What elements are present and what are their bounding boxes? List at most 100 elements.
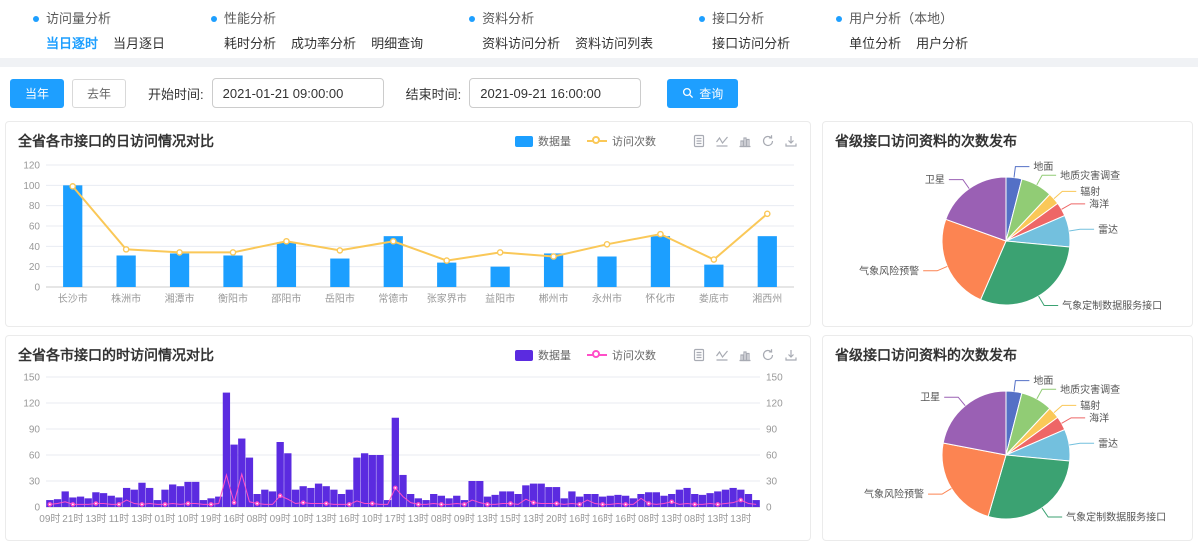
- bullet-icon: [211, 16, 218, 22]
- svg-text:80: 80: [29, 201, 41, 212]
- legend-item-data-volume[interactable]: 数据量: [515, 133, 571, 149]
- svg-text:海洋: 海洋: [1089, 411, 1109, 424]
- nav-item-user-analysis[interactable]: 用户分析: [916, 36, 969, 51]
- svg-text:08时: 08时: [638, 513, 659, 525]
- line-chart-icon[interactable]: [715, 134, 729, 148]
- bar-chart-icon[interactable]: [738, 348, 752, 362]
- svg-text:60: 60: [29, 451, 41, 462]
- svg-text:60: 60: [29, 222, 41, 233]
- svg-text:雷达: 雷达: [1098, 438, 1118, 450]
- end-time-input[interactable]: [469, 78, 642, 108]
- svg-text:16时: 16时: [615, 513, 636, 525]
- svg-text:气象风险预警: 气象风险预警: [864, 488, 924, 501]
- chart-toolbox: [692, 348, 798, 362]
- svg-text:长沙市: 长沙市: [58, 292, 88, 305]
- bar-chart-icon[interactable]: [738, 134, 752, 148]
- svg-text:卫星: 卫星: [925, 174, 945, 186]
- svg-text:120: 120: [23, 161, 40, 172]
- top-navigation: 访问量分析 当日逐时 当月逐日 性能分析 耗时分析 成功率分析 明细查询 资料分…: [0, 0, 1198, 58]
- svg-text:16时: 16时: [339, 513, 360, 525]
- hourly-access-panel: 全省各市接口的时访问情况对比 数据量 访问次数: [5, 335, 811, 541]
- svg-text:气象定制数据服务接口: 气象定制数据服务接口: [1066, 511, 1166, 524]
- panel-title: 全省各市接口的时访问情况对比: [18, 347, 214, 363]
- svg-text:张家界市: 张家界市: [427, 292, 467, 305]
- svg-text:雷达: 雷达: [1098, 224, 1118, 236]
- refresh-icon[interactable]: [761, 348, 775, 362]
- svg-text:海洋: 海洋: [1089, 197, 1109, 210]
- svg-text:湘西州: 湘西州: [752, 292, 782, 305]
- legend-item-visit-count[interactable]: 访问次数: [587, 347, 656, 363]
- legend-item-data-volume[interactable]: 数据量: [515, 347, 571, 363]
- download-icon[interactable]: [784, 348, 798, 362]
- start-time-input[interactable]: [211, 78, 384, 108]
- refresh-icon[interactable]: [761, 134, 775, 148]
- svg-text:90: 90: [29, 425, 41, 436]
- svg-text:0: 0: [34, 503, 40, 514]
- nav-group-title: 资料分析: [482, 11, 535, 26]
- svg-text:120: 120: [23, 399, 40, 410]
- nav-item-month-daily[interactable]: 当月逐日: [113, 36, 166, 51]
- nav-item-time-cost[interactable]: 耗时分析: [224, 36, 277, 51]
- nav-group-title: 用户分析（本地）: [849, 11, 954, 26]
- svg-text:地质灾害调查: 地质灾害调查: [1060, 169, 1120, 182]
- svg-text:地面: 地面: [1033, 160, 1053, 173]
- svg-text:0: 0: [766, 503, 772, 514]
- svg-text:13时: 13时: [131, 513, 152, 525]
- svg-text:岳阳市: 岳阳市: [325, 292, 355, 305]
- svg-text:08时: 08时: [247, 513, 268, 525]
- nav-item-data-access-list[interactable]: 资料访问列表: [575, 36, 654, 51]
- svg-text:永州市: 永州市: [592, 292, 622, 305]
- nav-item-data-access-analysis[interactable]: 资料访问分析: [482, 36, 561, 51]
- svg-text:怀化市: 怀化市: [645, 292, 675, 305]
- last-year-button[interactable]: 去年: [72, 78, 127, 108]
- svg-text:16时: 16时: [592, 513, 613, 525]
- svg-text:气象定制数据服务接口: 气象定制数据服务接口: [1062, 299, 1162, 312]
- svg-text:地质灾害调查: 地质灾害调查: [1060, 383, 1120, 396]
- nav-item-today-hourly[interactable]: 当日逐时: [46, 36, 99, 51]
- nav-item-success-rate[interactable]: 成功率分析: [291, 36, 357, 51]
- svg-text:13时: 13时: [730, 513, 751, 525]
- svg-text:衡阳市: 衡阳市: [218, 292, 248, 305]
- svg-text:益阳市: 益阳市: [485, 292, 515, 305]
- daily-access-chart[interactable]: 0 20 40 60 80 100 120 长沙市 株洲市 湘潭市 衡阳市 邵阳市 岳阳市 常德市 张家界市…: [6, 153, 802, 321]
- svg-text:卫星: 卫星: [920, 392, 940, 404]
- nav-item-detail-query[interactable]: 明细查询: [371, 36, 424, 51]
- download-icon[interactable]: [784, 134, 798, 148]
- svg-text:19时: 19时: [201, 513, 222, 525]
- svg-text:16时: 16时: [569, 513, 590, 525]
- svg-text:辐射: 辐射: [1080, 399, 1100, 412]
- svg-text:16时: 16时: [224, 513, 245, 525]
- nav-group-interface: 接口分析 接口访问分析: [699, 10, 790, 52]
- bullet-icon: [836, 16, 843, 22]
- chart-legend: 数据量 访问次数: [515, 133, 656, 149]
- nav-item-interface-access-analysis[interactable]: 接口访问分析: [712, 36, 791, 51]
- svg-text:17时: 17时: [385, 513, 406, 525]
- svg-text:郴州市: 郴州市: [539, 292, 569, 305]
- svg-text:15时: 15时: [500, 513, 521, 525]
- svg-text:21时: 21时: [62, 513, 83, 525]
- svg-text:13时: 13时: [85, 513, 106, 525]
- svg-text:150: 150: [23, 373, 40, 384]
- svg-text:13时: 13时: [477, 513, 498, 525]
- svg-text:辐射: 辐射: [1080, 185, 1100, 198]
- nav-item-unit-analysis[interactable]: 单位分析: [849, 36, 902, 51]
- data-view-icon[interactable]: [692, 134, 706, 148]
- legend-item-visit-count[interactable]: 访问次数: [587, 133, 656, 149]
- nav-group-user: 用户分析（本地） 单位分析 用户分析: [836, 10, 968, 52]
- svg-text:60: 60: [766, 451, 778, 462]
- line-chart-icon[interactable]: [715, 348, 729, 362]
- nav-group-title: 接口分析: [712, 11, 765, 26]
- svg-text:30: 30: [766, 477, 778, 488]
- data-view-icon[interactable]: [692, 348, 706, 362]
- svg-text:20: 20: [29, 262, 41, 273]
- svg-text:地面: 地面: [1033, 374, 1053, 387]
- svg-text:150: 150: [766, 373, 783, 384]
- svg-text:100: 100: [23, 181, 40, 192]
- svg-text:13时: 13时: [408, 513, 429, 525]
- this-year-button[interactable]: 当年: [10, 78, 65, 108]
- panel-title: 省级接口访问资料的次数发布: [835, 347, 1017, 363]
- search-button[interactable]: 查询: [667, 78, 739, 108]
